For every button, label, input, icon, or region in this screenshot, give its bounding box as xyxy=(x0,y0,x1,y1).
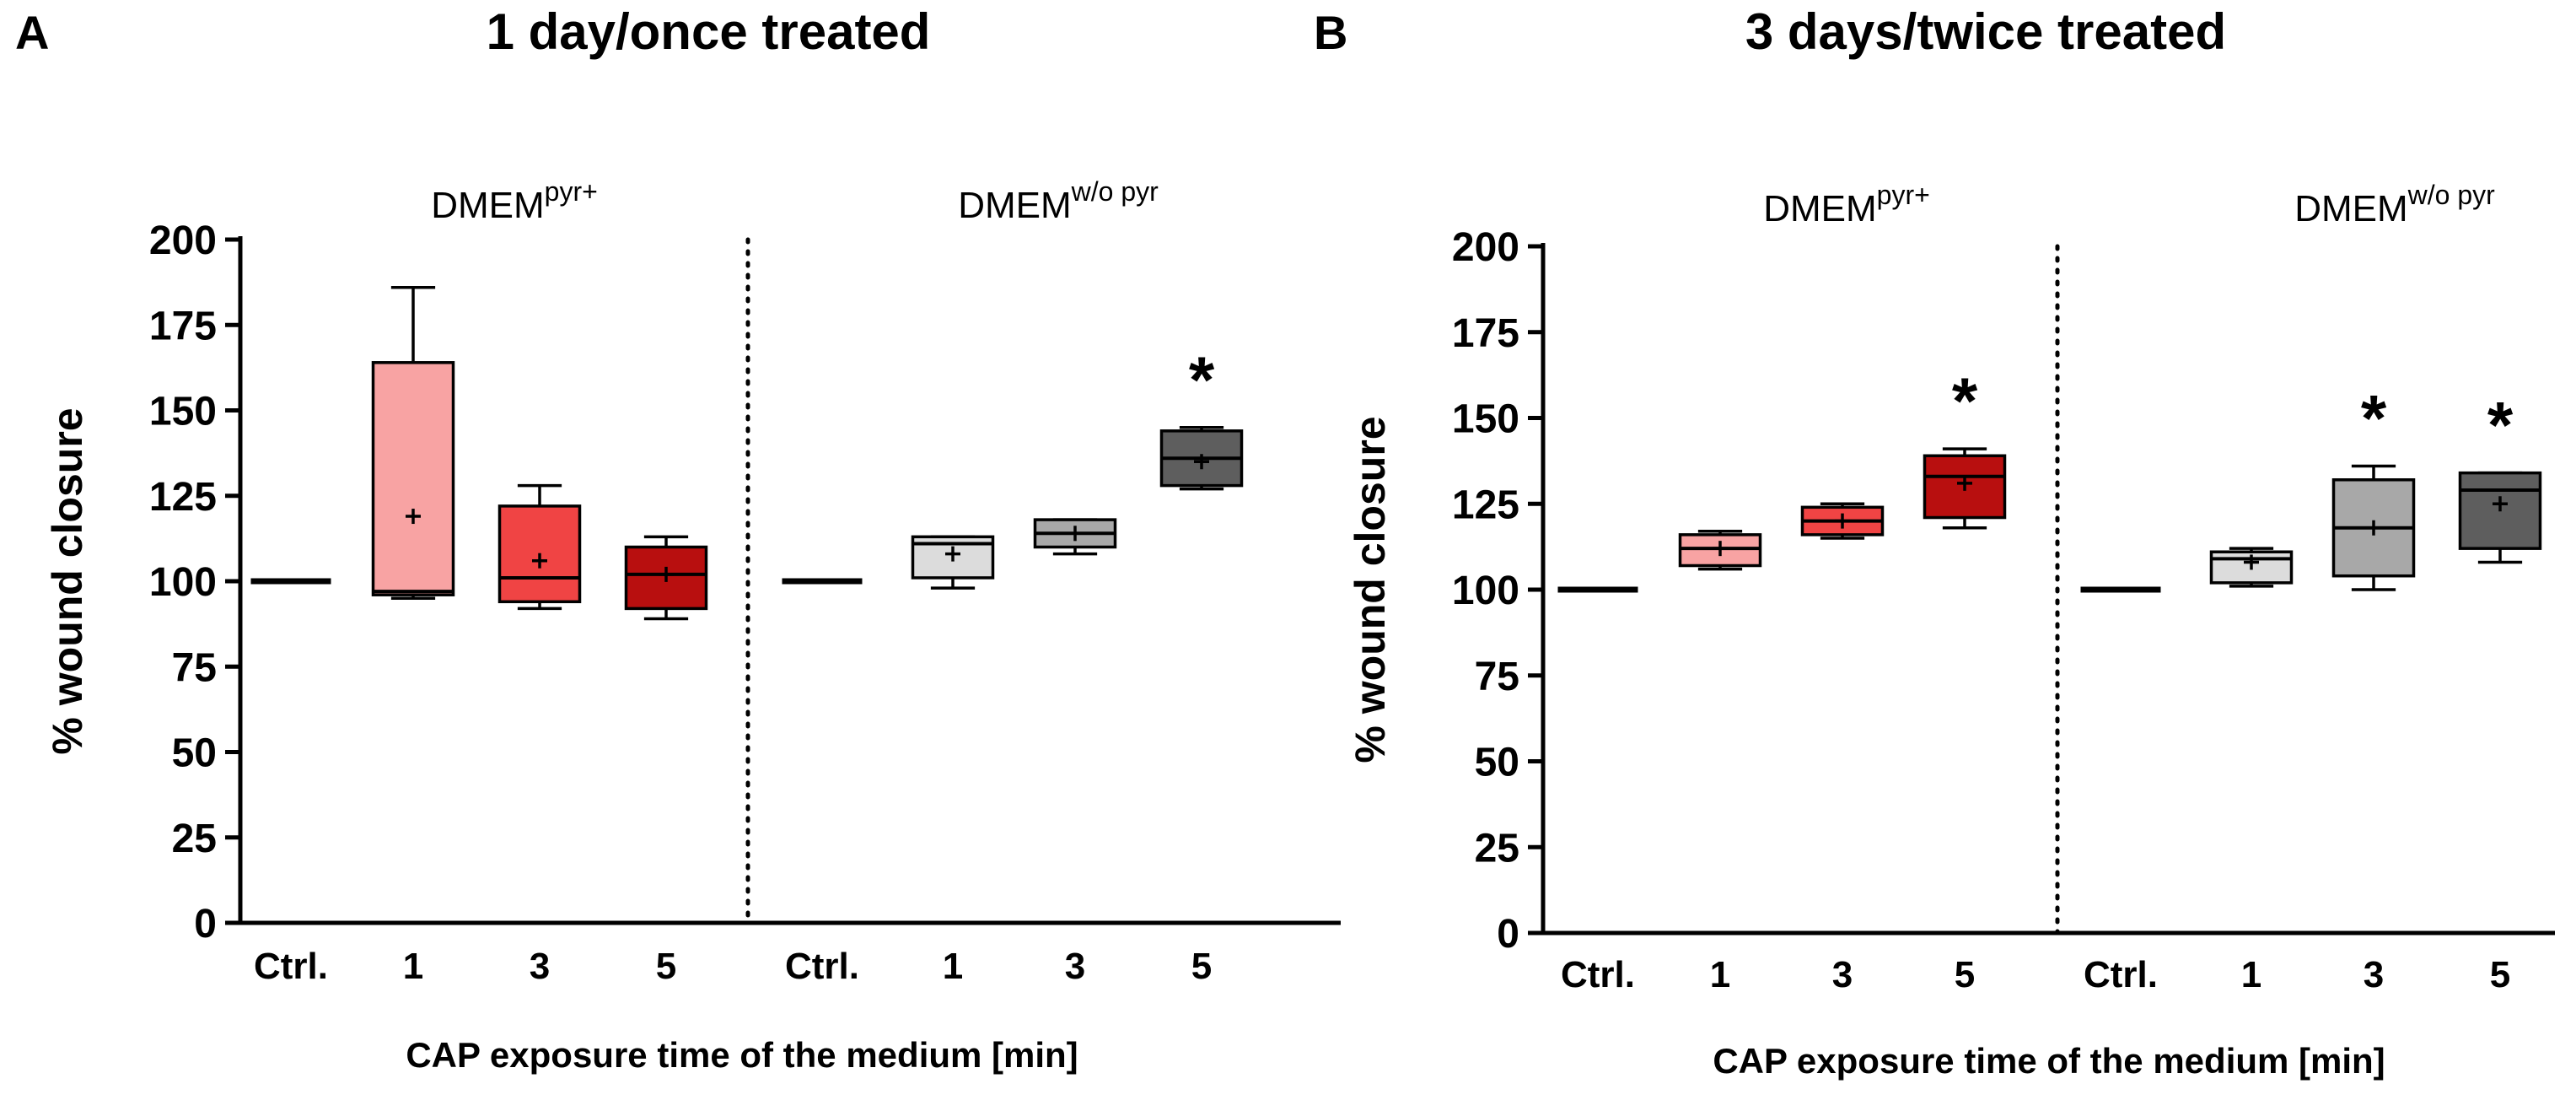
panel-label: A xyxy=(15,6,49,59)
box-plot-0-2 xyxy=(497,483,582,611)
box-plot-0-3: * xyxy=(1923,364,2007,530)
box-plot-0-2 xyxy=(1800,502,1885,540)
y-tick-label: 150 xyxy=(149,390,217,434)
chart-title: 1 day/once treated xyxy=(487,3,931,60)
box-plot-0-3 xyxy=(624,535,708,621)
x-tick-label: 5 xyxy=(1191,946,1212,987)
x-tick-label: 5 xyxy=(1955,954,1975,995)
x-tick-label: 1 xyxy=(1710,954,1730,995)
y-axis-title: % wound closure xyxy=(1347,416,1394,763)
x-tick-label: 3 xyxy=(530,946,550,987)
box-plot-1-2 xyxy=(1033,518,1117,556)
y-tick-label: 175 xyxy=(1452,311,1519,356)
y-tick-label: 50 xyxy=(1475,741,1519,785)
box-plot-1-1 xyxy=(2209,547,2294,588)
box-iqr xyxy=(371,361,455,596)
y-tick-label: 125 xyxy=(1452,483,1519,527)
box-plot-0-1 xyxy=(1678,530,1762,571)
x-tick-label: Ctrl. xyxy=(254,946,328,987)
group-label-base: DMEM xyxy=(2294,188,2407,229)
group-label: DMEMw/o pyr xyxy=(2294,180,2495,229)
x-tick-label: 3 xyxy=(1832,954,1853,995)
x-tick-label: 3 xyxy=(2364,954,2384,995)
group-label: DMEMpyr+ xyxy=(431,176,598,226)
panel-label: B xyxy=(1314,6,1347,59)
y-tick-label: 175 xyxy=(149,304,217,348)
chart-panel-b: B 3 days/twice treated 0 25 50 75 100 125 150 175… xyxy=(1314,3,2555,1081)
box-plot-1-2: * xyxy=(2331,380,2416,591)
x-tick-label: 1 xyxy=(403,946,423,987)
y-tick-label: 100 xyxy=(1452,569,1519,613)
box-plot-1-3: * xyxy=(1159,342,1244,491)
x-tick-label: Ctrl. xyxy=(1561,954,1635,995)
box-plot-0-1 xyxy=(371,285,455,600)
x-tick-label: 5 xyxy=(656,946,676,987)
group-label-superscript: pyr+ xyxy=(545,176,598,207)
chart-title: 3 days/twice treated xyxy=(1745,3,2226,60)
box-plot-1-1 xyxy=(911,535,995,590)
significance-marker: * xyxy=(1952,364,1978,438)
y-tick-label: 75 xyxy=(1475,655,1519,699)
y-tick-label: 50 xyxy=(172,731,217,776)
y-tick-label: 200 xyxy=(1452,225,1519,270)
significance-marker: * xyxy=(1189,342,1215,417)
y-tick-label: 100 xyxy=(149,560,217,605)
group-label-superscript: w/o pyr xyxy=(1071,176,1159,207)
y-tick-label: 125 xyxy=(149,475,217,520)
x-tick-label: Ctrl. xyxy=(2084,954,2158,995)
group-label-base: DMEM xyxy=(1763,188,1876,229)
x-axis-title: CAP exposure time of the medium [min] xyxy=(1713,1041,2385,1081)
significance-marker: * xyxy=(2487,388,2514,462)
y-tick-label: 0 xyxy=(1497,912,1519,957)
group-label-base: DMEM xyxy=(431,185,544,226)
group-label-base: DMEM xyxy=(958,185,1071,226)
x-tick-label: 5 xyxy=(2490,954,2510,995)
x-tick-label: 1 xyxy=(943,946,963,987)
y-tick-label: 0 xyxy=(194,902,217,946)
y-tick-label: 25 xyxy=(172,817,217,861)
y-tick-label: 25 xyxy=(1475,826,1519,871)
x-tick-label: 1 xyxy=(2241,954,2261,995)
y-axis-title: % wound closure xyxy=(44,407,91,754)
chart-panel-a: A 1 day/once treated 0 25 50 75 100 125 150 175 20… xyxy=(15,3,1341,1075)
group-label: DMEMpyr+ xyxy=(1763,180,1930,229)
x-tick-label: 3 xyxy=(1065,946,1085,987)
box-plot-1-3: * xyxy=(2458,388,2542,564)
group-label-superscript: pyr+ xyxy=(1877,180,1930,210)
group-label: DMEMw/o pyr xyxy=(958,176,1159,226)
group-label-superscript: w/o pyr xyxy=(2407,180,2495,210)
y-tick-label: 75 xyxy=(172,645,217,690)
y-tick-label: 150 xyxy=(1452,397,1519,442)
y-tick-label: 200 xyxy=(149,218,217,263)
x-axis-title: CAP exposure time of the medium [min] xyxy=(406,1035,1078,1075)
significance-marker: * xyxy=(2361,380,2387,455)
x-tick-label: Ctrl. xyxy=(785,946,859,987)
